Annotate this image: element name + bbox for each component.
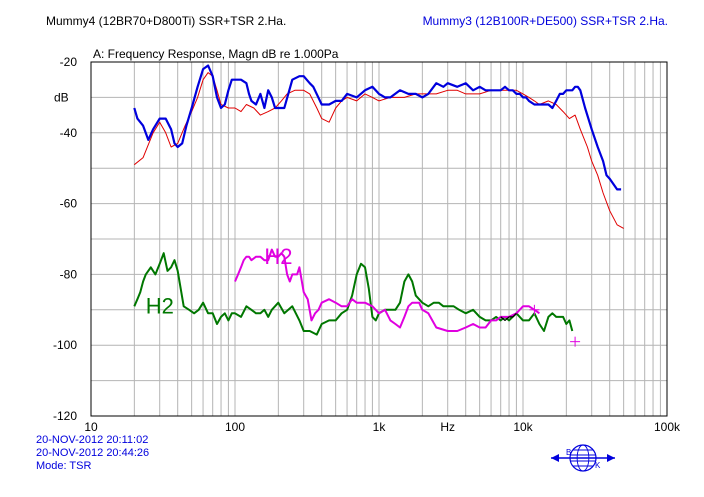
y-tick-label: -120 — [53, 409, 77, 423]
series-line-4 — [500, 312, 517, 321]
x-tick-label: 100k — [654, 420, 681, 434]
y-tick-label: -80 — [60, 267, 78, 281]
annotation-label: H2 — [264, 244, 292, 269]
series-line-3 — [234, 248, 540, 332]
y-tick-label: -100 — [53, 338, 77, 352]
logo-arrow-left — [551, 454, 559, 462]
series-line-1 — [133, 64, 622, 191]
y-axis-label: dB — [54, 90, 69, 104]
annotation-label: H2 — [146, 293, 174, 318]
grid — [90, 61, 668, 417]
x-tick-label: 10 — [84, 420, 98, 434]
chart-labels: A: Frequency Response, Magn dB re 1.000P… — [53, 47, 681, 434]
y-tick-label: -60 — [60, 197, 78, 211]
plot-frame — [90, 61, 668, 417]
mummy4-header-title: Mummy4 (12BR70+D800Ti) SSR+TSR 2.Ha. — [46, 14, 287, 28]
y-tick-label: -40 — [60, 126, 78, 140]
logo-arrow-right — [607, 454, 615, 462]
logo-letter-k: K — [595, 461, 601, 470]
timestamp-2: 20-NOV-2012 20:44:26 — [36, 447, 150, 459]
x-tick-label: 10k — [513, 420, 533, 434]
mode-label: Mode: TSR — [36, 460, 92, 472]
x-tick-label: 1k — [373, 420, 387, 434]
chart-title: A: Frequency Response, Magn dB re 1.000P… — [93, 47, 339, 61]
logo-letter-b: B — [566, 448, 571, 457]
x-tick-label: 100 — [225, 420, 245, 434]
footer: 20-NOV-2012 20:11:02 20-NOV-2012 20:44:2… — [36, 434, 149, 473]
timestamp-1: 20-NOV-2012 20:11:02 — [36, 434, 149, 446]
series-layer — [133, 64, 624, 347]
y-tick-label: -20 — [60, 55, 78, 69]
series-line-2 — [133, 252, 574, 336]
x-axis-label: Hz — [440, 420, 455, 434]
bk-logo: BK — [551, 444, 615, 472]
mummy3-header-title: Mummy3 (12B100R+DE500) SSR+TSR 2.Ha. — [422, 14, 668, 28]
